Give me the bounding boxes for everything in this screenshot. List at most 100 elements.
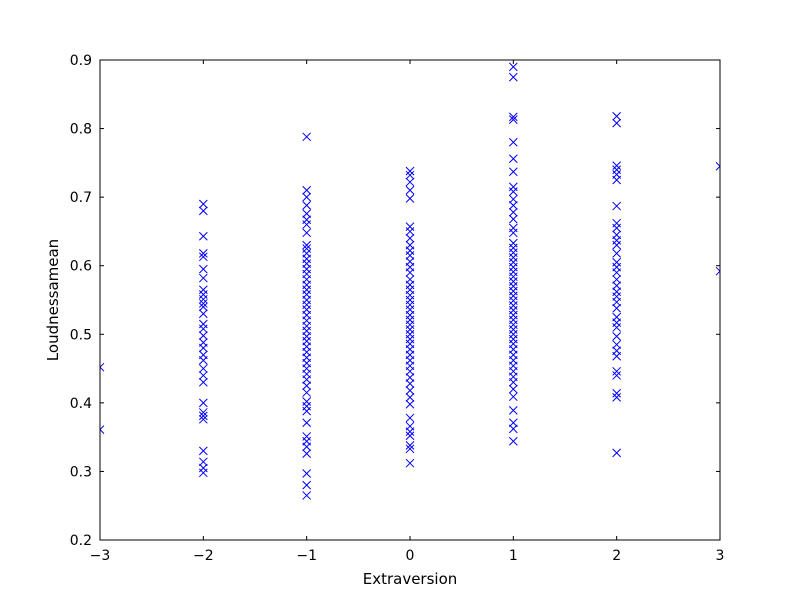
y-tick-label: 0.6 [70,259,92,275]
x-tick-label: 0 [406,548,415,564]
data-point [612,351,622,361]
data-point [405,393,415,402]
y-tick-label: 0.9 [70,53,92,69]
data-point [612,240,622,250]
data-point [302,406,312,416]
data-point [612,223,622,233]
x-tick-label: −3 [90,548,111,564]
data-point [508,137,518,147]
data-point [302,228,312,238]
data-point [405,386,415,395]
data-point [508,377,518,387]
data-point [302,209,312,218]
x-tick-label: −2 [193,548,214,564]
data-point [508,115,518,125]
data-point [508,228,518,238]
data-point [198,199,208,209]
data-point [302,388,312,397]
data-point [198,249,208,258]
data-point [198,364,208,373]
data-point [302,132,312,142]
x-tick-label: 1 [509,548,518,564]
data-point [508,201,518,210]
data-point [405,268,415,277]
data-point [508,62,518,72]
data-point [198,355,208,365]
data-point [405,458,415,468]
data-point [612,111,622,121]
data-point [612,331,622,341]
data-point [198,457,208,467]
data-point [508,112,518,122]
data-point [198,273,208,283]
data-point [198,324,208,334]
data-point [715,161,720,171]
data-point [405,444,415,454]
data-point [302,201,312,210]
data-point [198,264,208,274]
data-point [612,118,622,128]
data-point [100,425,105,434]
data-point [612,275,622,284]
data-point [198,206,208,216]
data-point [612,161,622,170]
data-point [715,266,720,276]
data-point [405,366,415,376]
data-point [405,166,415,176]
data-point [612,393,622,402]
data-point [100,362,105,372]
data-point [508,167,518,177]
data-point [508,424,518,434]
data-point [198,294,208,304]
data-point [302,192,312,202]
data-point [198,446,208,456]
data-point [302,491,312,500]
data-point [198,302,208,312]
data-point [302,469,312,478]
x-tick-label: −1 [296,548,317,564]
data-point [612,249,622,258]
data-point [612,281,622,290]
data-point [302,185,312,195]
data-point [612,371,622,380]
data-point [198,331,208,341]
data-point [302,449,312,458]
data-point [508,72,518,82]
data-point [302,381,312,391]
data-point [612,201,622,211]
axis-ticks: −3 −2 −1 0 1 2 3 0.2 0.3 0.4 0.5 0.6 0.7 0.8 0.9 [70,53,725,564]
data-point [198,371,208,380]
data-point [405,431,415,441]
data-point [508,436,518,446]
data-point [405,413,415,423]
x-tick-label: 2 [612,548,621,564]
data-point [508,392,518,402]
data-point [405,177,415,187]
data-point [198,414,208,424]
data-point [198,468,208,478]
y-tick-label: 0.8 [70,122,92,138]
data-point [302,375,312,384]
y-tick-label: 0.2 [70,533,92,549]
data-point [302,240,312,250]
data-point [198,299,208,308]
data-point [612,303,622,313]
data-point [508,418,518,428]
y-axis-label: Loudnessamean [44,239,62,361]
data-point [612,297,622,307]
scatter-points [100,62,720,500]
data-point [302,442,312,452]
data-point [508,384,518,394]
data-point [405,185,415,195]
x-axis-label: Extraversion [363,570,458,588]
data-point [508,154,518,164]
data-point [198,411,208,421]
y-tick-label: 0.7 [70,190,92,206]
data-point [198,309,208,319]
data-point [405,441,415,450]
data-point [612,323,622,332]
data-point [612,448,622,458]
data-point [405,379,415,389]
data-point [198,408,208,417]
